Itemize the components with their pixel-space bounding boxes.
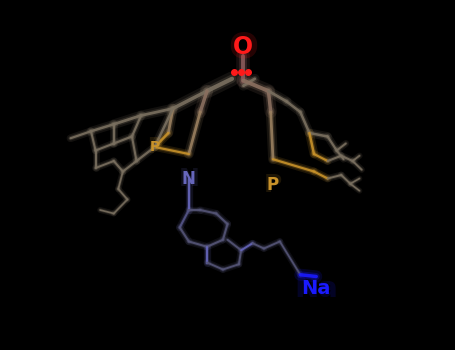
Text: P: P xyxy=(264,174,282,197)
Text: O: O xyxy=(233,35,253,59)
Text: P: P xyxy=(267,176,279,195)
Text: Na: Na xyxy=(294,275,338,303)
Text: N: N xyxy=(178,167,199,190)
Text: P: P xyxy=(147,137,162,157)
Text: P: P xyxy=(150,140,160,154)
Text: O: O xyxy=(228,30,258,64)
Text: N: N xyxy=(182,169,196,188)
Text: Na: Na xyxy=(302,279,331,298)
